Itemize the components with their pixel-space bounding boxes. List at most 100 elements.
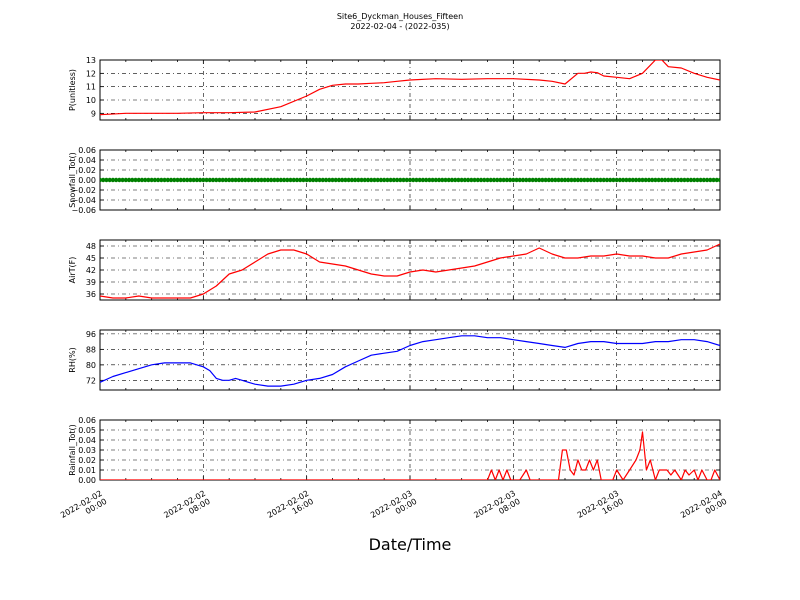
- data-point: [352, 177, 358, 183]
- data-point: [443, 177, 448, 183]
- data-point: [120, 177, 125, 183]
- series-line: [100, 243, 720, 299]
- data-point: [624, 177, 629, 183]
- data-point: [210, 177, 216, 183]
- data-point: [369, 177, 374, 183]
- data-point: [717, 177, 720, 183]
- data-point: [578, 177, 584, 183]
- panels: 910111213P(unitless)−0.06−0.04−0.020.000…: [68, 56, 721, 485]
- data-point: [485, 177, 490, 183]
- y-tick-label: −0.06: [71, 206, 96, 215]
- data-point: [307, 177, 313, 183]
- data-point: [117, 177, 122, 183]
- data-point: [643, 177, 648, 183]
- data-point: [372, 177, 377, 183]
- data-point: [465, 177, 471, 183]
- y-tick-label: 0.04: [78, 436, 96, 445]
- data-point: [704, 177, 710, 183]
- data-point: [427, 177, 432, 183]
- data-point: [540, 177, 545, 183]
- data-point: [285, 177, 290, 183]
- y-tick-label: −0.02: [71, 186, 96, 195]
- y-tick-label: 0.03: [78, 446, 96, 455]
- data-point: [649, 177, 655, 183]
- data-point: [275, 177, 280, 183]
- data-point: [459, 177, 464, 183]
- data-point: [498, 177, 503, 183]
- data-point: [207, 177, 212, 183]
- y-tick-label: 0.06: [78, 146, 96, 155]
- y-tick-label: 10: [86, 96, 96, 105]
- chart-title: Site6_Dyckman_Houses_Fifteen: [337, 12, 463, 21]
- data-point: [339, 177, 345, 183]
- data-point: [262, 177, 267, 183]
- data-point: [327, 177, 332, 183]
- data-point: [278, 177, 284, 183]
- data-point: [682, 177, 687, 183]
- data-point: [223, 177, 229, 183]
- data-point: [323, 177, 329, 183]
- data-point: [478, 177, 484, 183]
- data-point: [620, 177, 626, 183]
- data-point: [314, 177, 319, 183]
- data-point: [701, 177, 707, 183]
- data-point: [191, 177, 196, 183]
- data-point: [268, 177, 274, 183]
- data-point: [301, 177, 306, 183]
- data-point: [475, 177, 481, 183]
- data-point: [414, 177, 419, 183]
- data-point: [572, 177, 577, 183]
- data-point: [588, 177, 594, 183]
- data-point: [288, 177, 293, 183]
- data-point: [304, 177, 309, 183]
- data-point: [646, 177, 652, 183]
- data-point: [453, 177, 458, 183]
- data-point: [627, 177, 632, 183]
- data-point: [533, 177, 539, 183]
- data-point: [298, 177, 303, 183]
- y-tick-label: 45: [86, 254, 96, 263]
- data-point: [230, 177, 235, 183]
- data-point: [110, 177, 116, 183]
- data-point: [168, 177, 174, 183]
- data-point: [653, 177, 658, 183]
- data-point: [317, 177, 322, 183]
- data-point: [349, 177, 355, 183]
- data-point: [543, 177, 548, 183]
- data-point: [698, 177, 703, 183]
- panel-2: 36 39 42 45 48 AirT(F): [68, 239, 721, 301]
- data-point: [165, 177, 171, 183]
- x-tick-label: 2022-02-0200:00: [59, 489, 108, 528]
- plot-area: [100, 177, 720, 183]
- y-axis-label: RH(%): [68, 347, 77, 372]
- y-axis-label: AirT(F): [68, 257, 77, 284]
- chart-subtitle: 2022-02-04 - (2022-035): [350, 22, 449, 31]
- data-point: [585, 177, 590, 183]
- y-tick-label: 0.06: [78, 416, 96, 425]
- y-tick-label: 9: [91, 109, 96, 118]
- data-point: [637, 177, 642, 183]
- data-point: [101, 177, 106, 183]
- data-point: [614, 177, 619, 183]
- plot-area: [100, 431, 720, 480]
- y-axis-label: Snowfall_Tot(): [68, 152, 77, 208]
- data-point: [133, 177, 138, 183]
- data-point: [401, 177, 406, 183]
- data-point: [511, 177, 516, 183]
- data-point: [320, 177, 326, 183]
- data-point: [472, 177, 477, 183]
- y-tick-label: 0.02: [78, 166, 96, 175]
- data-point: [391, 177, 397, 183]
- data-point: [530, 177, 535, 183]
- data-point: [630, 177, 636, 183]
- data-point: [378, 177, 384, 183]
- data-point: [113, 177, 119, 183]
- data-point: [204, 177, 209, 183]
- y-tick-label: 39: [86, 278, 96, 287]
- data-point: [407, 177, 413, 183]
- data-point: [256, 177, 261, 183]
- data-point: [491, 177, 497, 183]
- data-point: [365, 177, 371, 183]
- x-tick-label: 2022-02-0216:00: [266, 489, 315, 528]
